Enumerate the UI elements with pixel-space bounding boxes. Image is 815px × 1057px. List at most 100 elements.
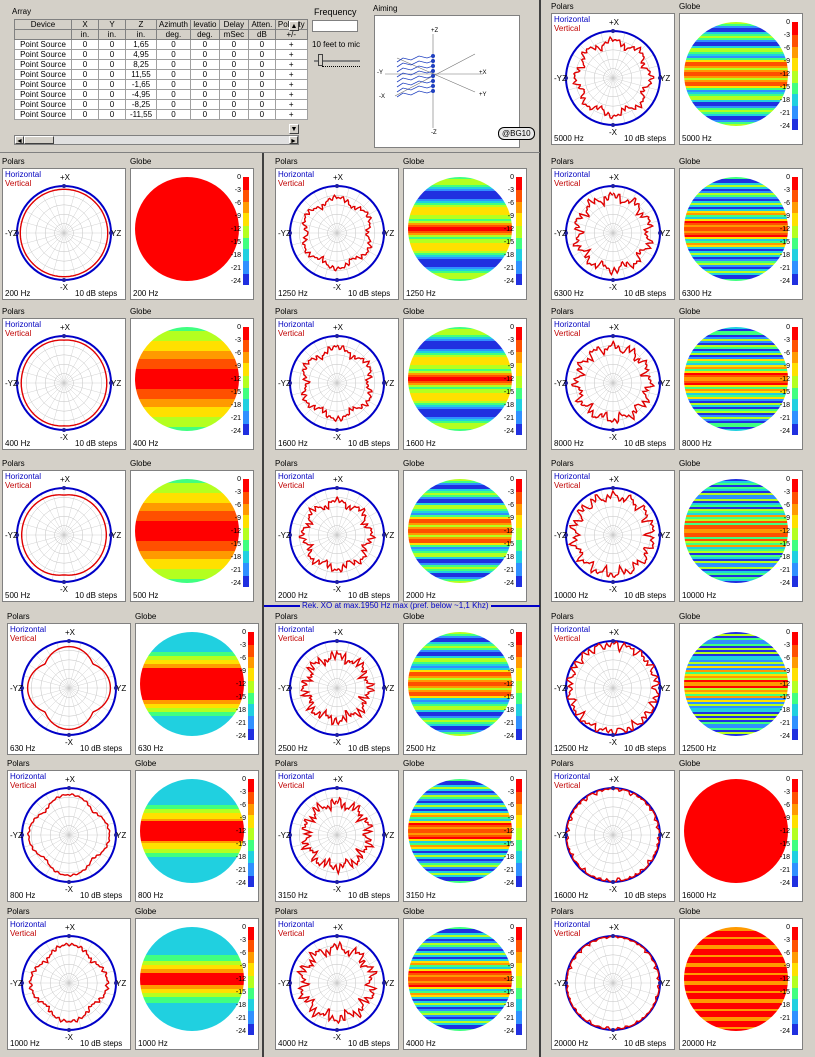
table-cell[interactable]: 0 [247, 89, 276, 100]
table-cell[interactable]: 0 [156, 99, 191, 110]
table-cell[interactable]: 0 [98, 69, 126, 80]
polar-frame[interactable]: Horizontal Vertical +X -X -YZ YZ 2000 Hz… [275, 470, 399, 602]
polar-frame[interactable]: Horizontal Vertical +X -X -YZ YZ 630 Hz … [7, 623, 131, 755]
array-table[interactable]: DeviceXYZAzimuthlevatioDelayAtten.Polari… [14, 19, 308, 120]
polar-frame[interactable]: Horizontal Vertical +X -X -YZ YZ 800 Hz … [7, 770, 131, 902]
polar-frame[interactable]: Horizontal Vertical +X -X -YZ YZ 20000 H… [551, 918, 675, 1050]
table-cell[interactable]: 0 [218, 59, 249, 70]
table-cell[interactable]: 0 [218, 79, 249, 90]
distance-slider-thumb[interactable] [318, 54, 323, 66]
table-cell[interactable]: + [274, 39, 308, 50]
globe-frame[interactable]: 5000 Hz 0 -3 -6 -9 -12 -15 -18 -21 -24 [679, 13, 803, 145]
table-cell[interactable]: Point Source [14, 99, 72, 110]
polar-frame[interactable]: Horizontal Vertical +X -X -YZ YZ 8000 Hz… [551, 318, 675, 450]
polar-frame[interactable]: Horizontal Vertical +X -X -YZ YZ 1000 Hz… [7, 918, 131, 1050]
table-cell[interactable]: 0 [156, 49, 191, 60]
globe-frame[interactable]: 6300 Hz 0 -3 -6 -9 -12 -15 -18 -21 -24 [679, 168, 803, 300]
polar-frame[interactable]: Horizontal Vertical +X -X -YZ YZ 6300 Hz… [551, 168, 675, 300]
polar-frame[interactable]: Horizontal Vertical +X -X -YZ YZ 500 Hz … [2, 470, 126, 602]
table-cell[interactable]: 0 [156, 109, 191, 120]
table-cell[interactable]: Point Source [14, 79, 72, 90]
table-cell[interactable]: 0 [189, 79, 220, 90]
table-cell[interactable]: 0 [189, 99, 220, 110]
table-cell[interactable]: 0 [247, 69, 276, 80]
table-cell[interactable]: 0 [71, 109, 99, 120]
polar-frame[interactable]: Horizontal Vertical +X -X -YZ YZ 200 Hz … [2, 168, 126, 300]
polar-frame[interactable]: Horizontal Vertical +X -X -YZ YZ 10000 H… [551, 470, 675, 602]
table-cell[interactable]: 0 [189, 49, 220, 60]
table-cell[interactable]: 0 [218, 49, 249, 60]
table-cell[interactable]: + [274, 49, 308, 60]
table-cell[interactable]: 0 [247, 109, 276, 120]
table-row[interactable]: Point Source 0 0 8,25 0 0 0 0 + [14, 59, 308, 70]
polar-frame[interactable]: Horizontal Vertical +X -X -YZ YZ 16000 H… [551, 770, 675, 902]
polar-frame[interactable]: Horizontal Vertical +X -X -YZ YZ 1600 Hz… [275, 318, 399, 450]
table-cell[interactable]: Point Source [14, 89, 72, 100]
table-cell[interactable]: 0 [98, 109, 126, 120]
table-cell[interactable]: 0 [218, 99, 249, 110]
table-cell[interactable]: 0 [71, 59, 99, 70]
table-row[interactable]: Point Source 0 0 -1,65 0 0 0 0 + [14, 79, 308, 90]
polar-frame[interactable]: Horizontal Vertical +X -X -YZ YZ 5000 Hz… [551, 13, 675, 145]
table-row[interactable]: Point Source 0 0 -8,25 0 0 0 0 + [14, 99, 308, 110]
table-cell[interactable]: -4,95 [125, 89, 157, 100]
table-cell[interactable]: 0 [98, 59, 126, 70]
table-cell[interactable]: Point Source [14, 109, 72, 120]
table-cell[interactable]: + [274, 69, 308, 80]
polar-frame[interactable]: Horizontal Vertical +X -X -YZ YZ 4000 Hz… [275, 918, 399, 1050]
table-row[interactable]: Point Source 0 0 11,55 0 0 0 0 + [14, 69, 308, 80]
table-cell[interactable]: 0 [98, 39, 126, 50]
table-cell[interactable]: 0 [189, 89, 220, 100]
table-cell[interactable]: 0 [71, 89, 99, 100]
table-cell[interactable]: 0 [218, 39, 249, 50]
table-cell[interactable]: 0 [71, 39, 99, 50]
globe-frame[interactable]: 10000 Hz 0 -3 -6 -9 -12 -15 -18 -21 -24 [679, 470, 803, 602]
globe-frame[interactable]: 400 Hz 0 -3 -6 -9 -12 -15 -18 -21 -24 [130, 318, 254, 450]
globe-frame[interactable]: 2000 Hz 0 -3 -6 -9 -12 -15 -18 -21 -24 [403, 470, 527, 602]
scroll-right-button[interactable]: ► [289, 136, 298, 145]
table-cell[interactable]: 0 [189, 39, 220, 50]
scroll-left-button[interactable]: ◄ [15, 136, 24, 145]
globe-frame[interactable]: 630 Hz 0 -3 -6 -9 -12 -15 -18 -21 -24 [135, 623, 259, 755]
table-cell[interactable]: 0 [71, 69, 99, 80]
scroll-down-button[interactable]: ▼ [289, 124, 299, 134]
table-cell[interactable]: 0 [71, 79, 99, 90]
table-cell[interactable]: 0 [156, 79, 191, 90]
table-row[interactable]: Point Source 0 0 1,65 0 0 0 0 + [14, 39, 308, 50]
globe-frame[interactable]: 1600 Hz 0 -3 -6 -9 -12 -15 -18 -21 -24 [403, 318, 527, 450]
table-cell[interactable]: 0 [189, 109, 220, 120]
globe-frame[interactable]: 2500 Hz 0 -3 -6 -9 -12 -15 -18 -21 -24 [403, 623, 527, 755]
table-cell[interactable]: 0 [247, 39, 276, 50]
table-cell[interactable]: Point Source [14, 59, 72, 70]
table-cell[interactable]: + [274, 109, 308, 120]
table-cell[interactable]: 4,95 [125, 49, 157, 60]
table-cell[interactable]: Point Source [14, 39, 72, 50]
globe-frame[interactable]: 4000 Hz 0 -3 -6 -9 -12 -15 -18 -21 -24 [403, 918, 527, 1050]
globe-frame[interactable]: 500 Hz 0 -3 -6 -9 -12 -15 -18 -21 -24 [130, 470, 254, 602]
aiming-view[interactable]: +Z -Y -X +X +Y -Z @BG10 [374, 15, 535, 148]
table-cell[interactable]: 0 [156, 69, 191, 80]
table-row[interactable]: Point Source 0 0 4,95 0 0 0 0 + [14, 49, 308, 60]
globe-frame[interactable]: 800 Hz 0 -3 -6 -9 -12 -15 -18 -21 -24 [135, 770, 259, 902]
globe-frame[interactable]: 20000 Hz 0 -3 -6 -9 -12 -15 -18 -21 -24 [679, 918, 803, 1050]
polar-frame[interactable]: Horizontal Vertical +X -X -YZ YZ 2500 Hz… [275, 623, 399, 755]
table-cell[interactable]: 1,65 [125, 39, 157, 50]
table-cell[interactable]: 0 [71, 49, 99, 60]
table-row[interactable]: Point Source 0 0 -4,95 0 0 0 0 + [14, 89, 308, 100]
globe-frame[interactable]: 16000 Hz 0 -3 -6 -9 -12 -15 -18 -21 -24 [679, 770, 803, 902]
table-cell[interactable]: 0 [218, 89, 249, 100]
table-cell[interactable]: + [274, 59, 308, 70]
polar-frame[interactable]: Horizontal Vertical +X -X -YZ YZ 12500 H… [551, 623, 675, 755]
table-cell[interactable]: 0 [156, 59, 191, 70]
table-cell[interactable]: 11,55 [125, 69, 157, 80]
aiming-badge[interactable]: @BG10 [498, 127, 535, 140]
table-cell[interactable]: 8,25 [125, 59, 157, 70]
table-cell[interactable]: Point Source [14, 69, 72, 80]
horizontal-scrollbar[interactable]: ◄ ► [14, 135, 299, 145]
table-cell[interactable]: 0 [98, 49, 126, 60]
table-cell[interactable]: + [274, 79, 308, 90]
table-cell[interactable]: 0 [247, 79, 276, 90]
table-cell[interactable]: 0 [98, 79, 126, 90]
globe-frame[interactable]: 1000 Hz 0 -3 -6 -9 -12 -15 -18 -21 -24 [135, 918, 259, 1050]
globe-frame[interactable]: 8000 Hz 0 -3 -6 -9 -12 -15 -18 -21 -24 [679, 318, 803, 450]
